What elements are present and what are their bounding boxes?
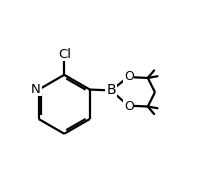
- Text: N: N: [31, 83, 41, 96]
- Text: O: O: [124, 70, 134, 83]
- Text: Cl: Cl: [59, 48, 71, 61]
- Text: O: O: [124, 100, 134, 113]
- Text: B: B: [106, 84, 116, 97]
